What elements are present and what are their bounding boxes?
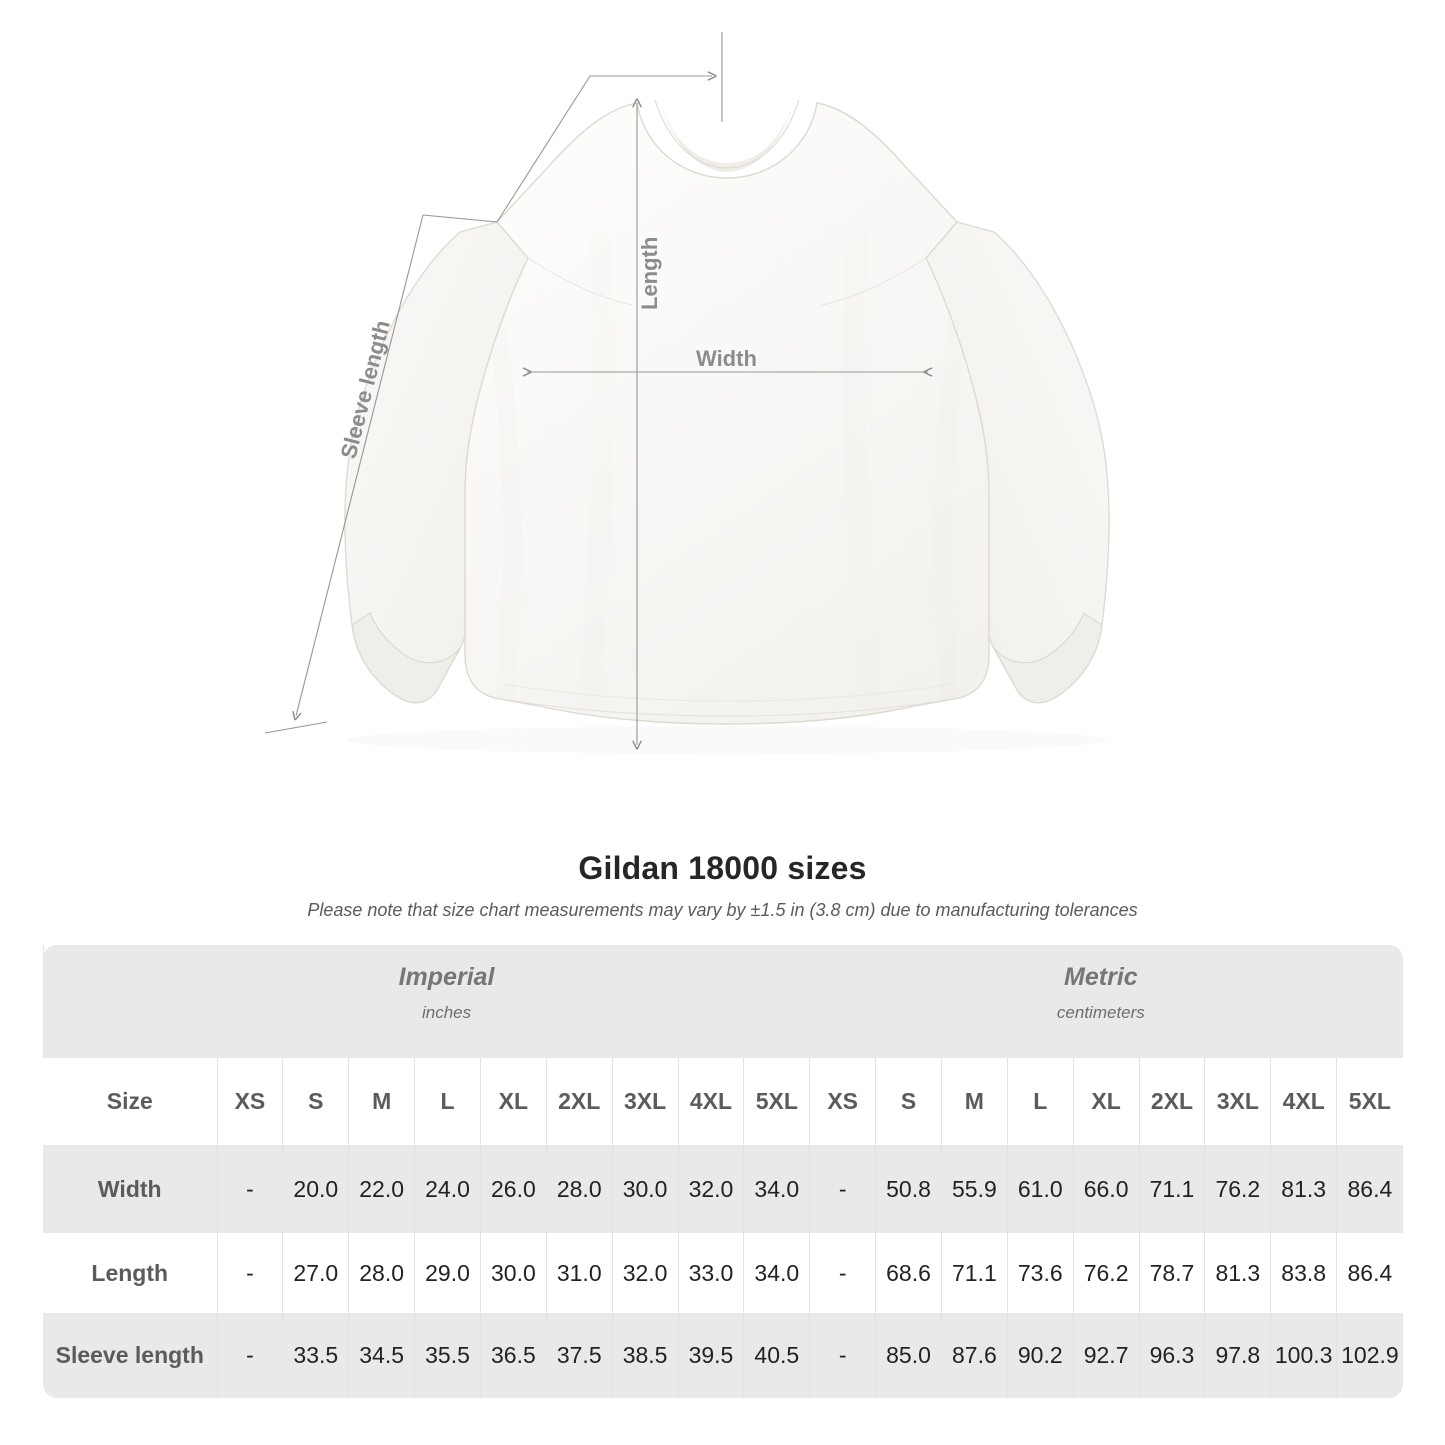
svg-text:Length: Length — [637, 237, 662, 310]
svg-text:Width: Width — [696, 346, 757, 371]
